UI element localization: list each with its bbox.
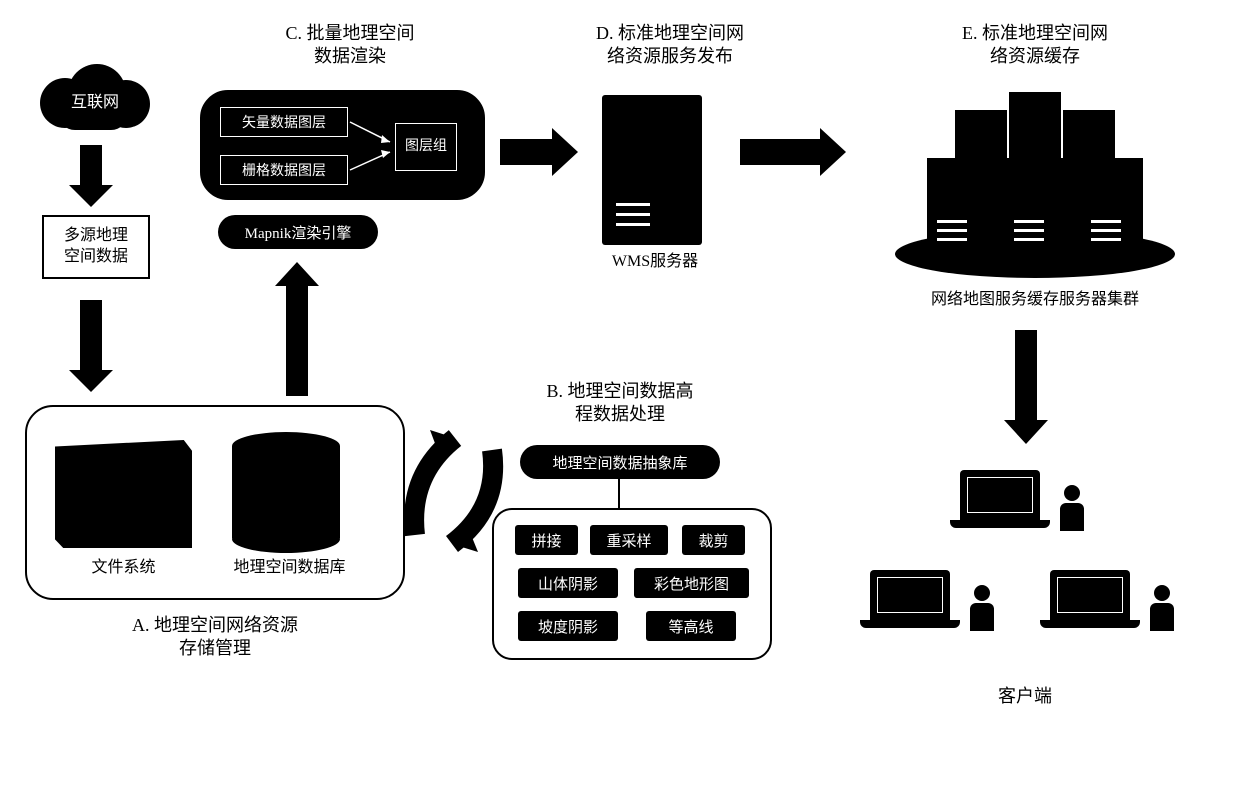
section-b-title: B. 地理空间数据高程数据处理 [510,380,730,427]
inner-arrow-icon [348,110,396,190]
wms-server-icon [602,95,702,245]
section-c-title: C. 批量地理空间数据渲染 [250,22,450,69]
geodb-label: 地理空间数据库 [212,558,367,579]
vector-layer-box: 矢量数据图层 [220,107,348,137]
raster-layer-box: 栅格数据图层 [220,155,348,185]
client-laptop-icon [870,570,960,628]
filesystem-icon [55,440,192,548]
chip-hillshade: 山体阴影 [518,568,618,598]
connector-line [618,479,620,508]
layer-group-box: 图层组 [395,123,457,171]
client-laptop-icon [960,470,1050,528]
multisource-data-box: 多源地理 空间数据 [42,215,150,279]
chip-resample: 重采样 [590,525,668,555]
arrow-down-icon [1015,330,1048,444]
chip-colorrelief: 彩色地形图 [634,568,749,598]
client-person-icon [1060,485,1084,531]
database-icon [232,432,340,548]
internet-label: 互联网 [40,88,150,112]
cache-cluster-label: 网络地图服务缓存服务器集群 [895,290,1175,311]
arrow-down-icon [80,300,113,392]
filesystem-label: 文件系统 [55,558,192,579]
client-person-icon [970,585,994,631]
internet-cloud-icon: 互联网 [40,60,150,130]
arrow-up-icon [276,262,319,396]
chip-clip: 裁剪 [682,525,745,555]
gdal-pill: 地理空间数据抽象库 [520,445,720,479]
cache-cluster-icon [895,80,1175,280]
section-d-title: D. 标准地理空间网络资源服务发布 [570,22,770,69]
chip-slope: 坡度阴影 [518,611,618,641]
client-laptop-icon [1050,570,1140,628]
wms-label: WMS服务器 [590,252,720,273]
client-person-icon [1150,585,1174,631]
mapnik-engine-pill: Mapnik渲染引擎 [218,215,378,249]
section-e-title: E. 标准地理空间网络资源缓存 [935,22,1135,69]
section-a-title: A. 地理空间网络资源存储管理 [100,614,330,661]
chip-contour: 等高线 [646,611,736,641]
arrow-right-icon [740,128,846,176]
arrow-right-icon [500,128,578,176]
client-label: 客户端 [975,685,1075,708]
chip-merge: 拼接 [515,525,578,555]
arrow-down-icon [80,145,113,207]
